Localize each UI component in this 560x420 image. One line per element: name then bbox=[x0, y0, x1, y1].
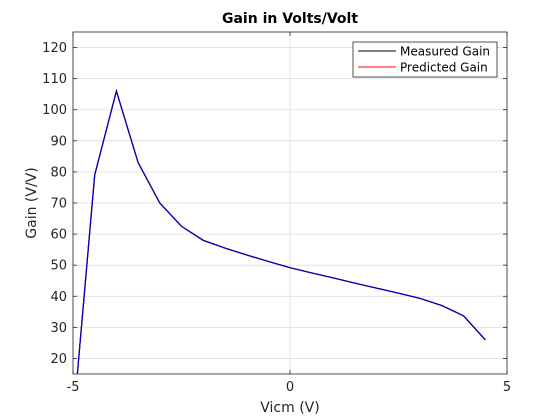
legend-box bbox=[352, 41, 498, 78]
plot-lines bbox=[76, 88, 486, 374]
y-tick-label: 70 bbox=[50, 197, 67, 212]
grid bbox=[72, 32, 508, 374]
y-tick-label: 30 bbox=[50, 321, 67, 336]
series-line-1 bbox=[76, 88, 486, 374]
y-tick-label: 110 bbox=[42, 72, 67, 87]
y-tick-label: 50 bbox=[50, 259, 67, 274]
y-axis-label: Gain (V/V) bbox=[24, 167, 40, 238]
x-tick-label: -5 bbox=[67, 380, 80, 395]
series-overlap-line bbox=[76, 88, 486, 374]
y-tick-label: 120 bbox=[42, 41, 67, 56]
axis-ticks: -5 0 5 20 30 40 50 60 70 80 90 100 110 120 bbox=[42, 32, 511, 395]
y-tick-label: 90 bbox=[50, 134, 67, 149]
x-tick-label: 0 bbox=[286, 380, 294, 395]
y-tick-label: 80 bbox=[50, 165, 67, 180]
chart-title: Gain in Volts/Volt bbox=[222, 11, 358, 27]
y-tick-label: 100 bbox=[42, 103, 67, 118]
y-tick-label: 20 bbox=[50, 352, 67, 367]
legend: Measured Gain Predicted Gain bbox=[352, 41, 498, 78]
legend-label: Predicted Gain bbox=[400, 61, 488, 75]
x-axis-label: Vicm (V) bbox=[260, 400, 319, 416]
x-tick-label: 5 bbox=[503, 380, 511, 395]
y-tick-label: 60 bbox=[50, 228, 67, 243]
y-tick-label: 40 bbox=[50, 290, 67, 305]
legend-label: Measured Gain bbox=[400, 45, 490, 59]
series-line-2 bbox=[76, 88, 486, 374]
